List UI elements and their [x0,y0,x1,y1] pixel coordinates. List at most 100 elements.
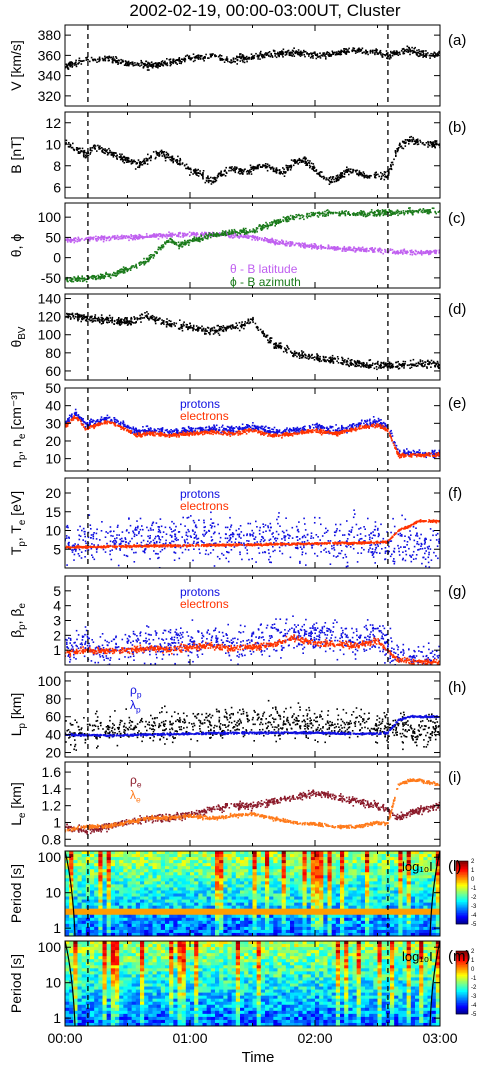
panel-d-point [334,358,336,360]
panel-b-point [70,146,73,149]
panel-e-point [395,444,398,447]
panel-c-point [431,207,434,209]
panel-b-point [96,150,98,152]
panel-a-point [418,50,421,53]
panel-a-point [393,51,395,54]
panel-c-point [324,246,327,249]
panel-a-point [128,63,130,66]
panel-c-point [287,220,290,222]
panel-b-point [115,152,117,154]
panel-c-point [120,271,123,273]
panel-a-point [405,50,408,53]
panel-a-point [425,56,427,58]
panel-c-point [230,235,233,238]
panel-b-point [163,154,166,156]
panel-c-point [353,246,355,248]
panel-d-point [192,329,194,332]
panel-c-point [298,244,300,247]
panel-d-point [140,321,142,323]
panel-b-point [194,169,197,171]
panel-b-point [431,142,434,144]
panel-b-point [152,151,155,153]
panel-b-point [248,171,250,174]
panel-d-point [365,364,367,367]
panel-e-point [133,430,136,432]
panel-c-point [114,272,116,275]
panel-a-point [199,55,202,58]
panel-a-point [165,63,167,66]
panel-b-point [296,159,299,162]
panel-a-point [70,64,72,67]
panel-d-point [322,355,325,358]
panel-c-point [74,279,77,282]
panel-c-point [135,236,137,239]
panel-c-point [160,233,162,236]
panel-c-point [421,209,423,212]
panel-d-point [404,363,406,365]
panel-c-point [409,207,411,209]
panel-a-point [92,59,94,62]
panel-b-point [104,148,106,150]
panel-c-point [430,211,432,214]
panel-c-point [120,268,123,270]
panel-b-point [384,171,387,174]
panel-e-point [289,427,291,430]
panel-d-point [353,360,356,362]
panel-b-point [340,174,342,177]
panel-c-point [358,248,361,251]
panel-e-point [380,423,383,425]
panel-d-point [286,351,288,354]
panel-a-point [248,58,250,60]
panel-c-point [371,247,373,250]
panel-a-point [318,55,320,58]
panel-b-point [185,167,187,170]
panel-a-point [67,67,69,69]
panel-b-point [252,165,254,168]
panel-b-point [166,152,169,155]
panel-b-point [202,176,204,179]
panel-a-point [172,62,174,65]
panel-d-point [218,334,221,336]
panel-b-point [338,177,341,179]
panel-c-point [172,234,174,236]
panel-c-point [284,217,286,219]
panel-d-point [388,366,391,368]
panel-c-point [411,254,414,256]
panel-c-point [255,237,258,240]
panel-d-point [311,357,313,359]
panel-a-point [269,55,272,58]
panel-c-point [320,246,322,249]
panel-d-point [401,365,403,368]
panel-a-point [259,53,262,55]
panel-c-point [247,236,250,239]
panel-b-point [137,166,139,168]
panel-a-point [150,61,153,63]
panel-b-point [305,157,307,160]
panel-b-point [293,160,296,162]
panel-a-point [375,48,377,50]
panel-a-point [414,51,417,54]
panel-c-point [234,233,237,236]
panel-d-point [222,330,225,333]
panel-c-point [109,238,112,241]
panel-b-point [422,142,424,144]
panel-e-point [235,426,238,428]
panel-d-point [307,358,310,360]
panel-c-point [384,209,387,211]
panel-c-point [139,264,141,266]
panel-d-point [170,325,172,328]
panel-c-point [298,243,301,246]
panel-a-point [393,53,396,55]
panel-c-point [142,260,145,263]
panel-d-point [78,314,81,317]
panel-d-point [438,364,440,367]
panel-b-point [362,171,365,173]
panel-d-point [170,320,172,323]
panel-d-point [388,362,391,365]
panel-b-point [265,166,268,169]
panel-a-ytick-label: 320 [38,88,62,104]
panel-c-point [418,209,421,212]
panel-b-point [202,177,204,180]
panel-e-point [321,425,323,427]
